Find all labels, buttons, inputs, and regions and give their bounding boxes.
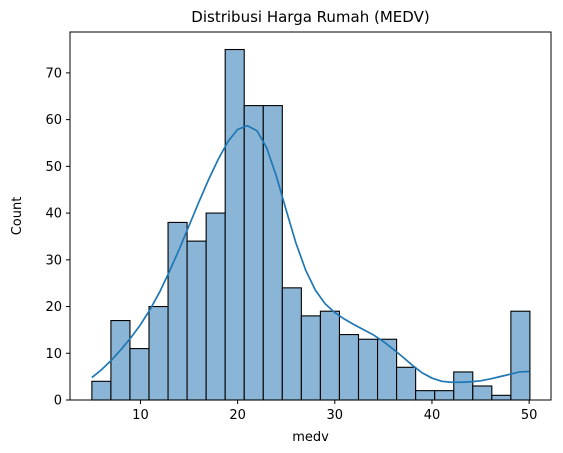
histogram-bar	[205, 212, 226, 401]
histogram-bar	[415, 390, 436, 401]
histogram-bar	[357, 338, 379, 401]
x-tick-label: 50	[521, 408, 538, 423]
y-tick-label: 0	[54, 394, 62, 409]
plot-frame	[69, 31, 552, 401]
y-tick-label: 60	[45, 113, 62, 128]
y-axis-ticks: 0 10 20 30 40 50 60 70	[45, 66, 70, 409]
y-tick-label: 30	[45, 253, 62, 268]
x-tick-label: 30	[327, 408, 344, 423]
histogram-bar	[338, 334, 360, 401]
chart-title: Distribusi Harga Rumah (MEDV)	[191, 8, 429, 26]
histogram-bar	[281, 287, 302, 401]
histogram-bar	[91, 380, 112, 401]
y-tick-label: 20	[45, 300, 62, 315]
histogram-bar	[167, 221, 188, 401]
y-tick-label: 40	[45, 207, 62, 222]
histogram-bar	[472, 385, 493, 401]
histogram-bar	[434, 390, 455, 401]
x-tick-label: 10	[132, 408, 149, 423]
histogram-bar	[243, 105, 264, 401]
histogram-bar	[300, 315, 321, 401]
histogram-bar	[148, 305, 169, 401]
histogram-bar	[224, 48, 245, 401]
y-tick-label: 50	[45, 160, 62, 175]
histogram-bar	[376, 338, 398, 401]
x-axis-ticks: 10 20 30 40 50	[132, 400, 537, 423]
histogram-bar	[453, 371, 474, 401]
histogram-bar	[319, 310, 341, 401]
histogram-bar	[110, 320, 131, 401]
y-axis-label: Count	[10, 197, 25, 236]
x-axis-label: medv	[292, 430, 329, 445]
histogram-bar	[129, 348, 150, 401]
histogram-bar	[510, 310, 531, 401]
x-tick-label: 40	[424, 408, 441, 423]
histogram-bar	[396, 366, 417, 401]
x-tick-label: 20	[229, 408, 246, 423]
y-tick-label: 70	[45, 66, 62, 81]
y-tick-label: 10	[45, 347, 62, 362]
kde-curve	[91, 124, 530, 384]
histogram-bar	[491, 394, 512, 401]
histogram-bar	[262, 105, 283, 401]
histogram-bar	[186, 240, 207, 401]
histogram-bars	[91, 48, 531, 401]
